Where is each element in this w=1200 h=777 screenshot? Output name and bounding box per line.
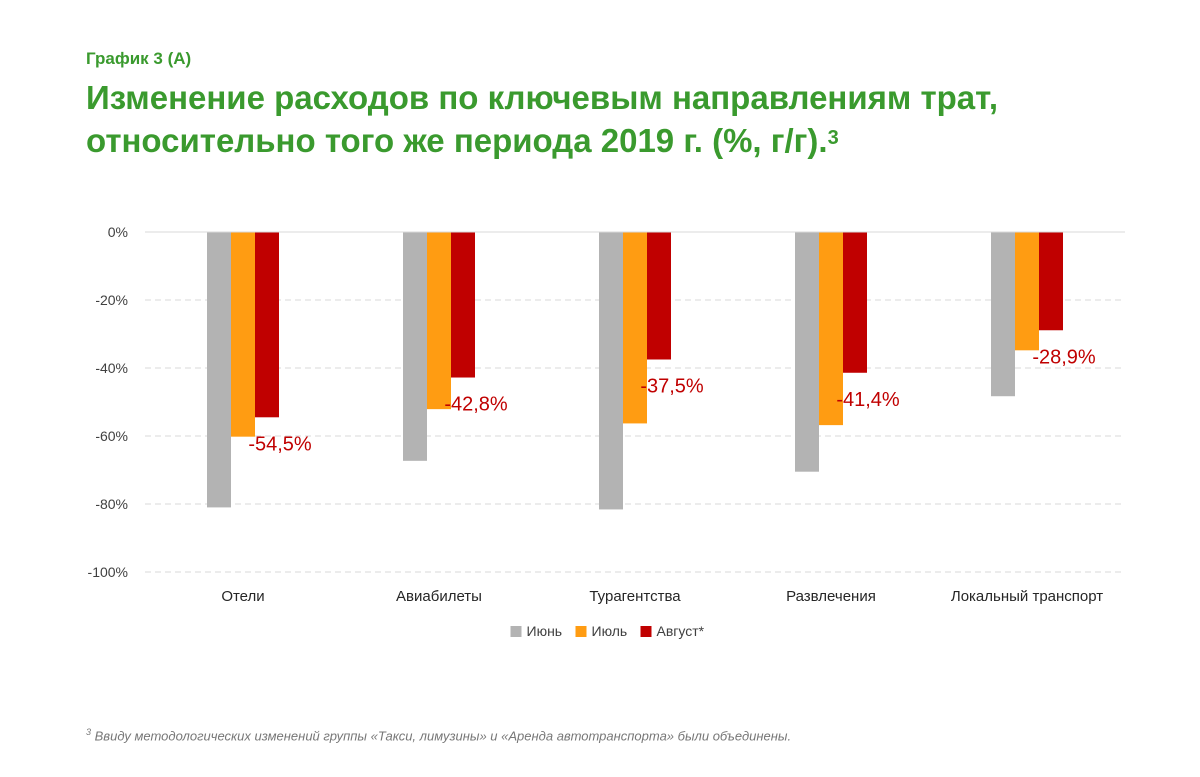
bar bbox=[795, 232, 819, 472]
bar bbox=[843, 232, 867, 373]
data-label: -41,4% bbox=[836, 389, 900, 411]
bar bbox=[451, 232, 475, 378]
y-tick-label: -80% bbox=[95, 496, 128, 512]
footnote-marker: 3 bbox=[86, 727, 92, 737]
y-tick-label: -40% bbox=[95, 360, 128, 376]
legend-swatch bbox=[640, 626, 652, 637]
bar bbox=[647, 232, 671, 360]
y-tick-label: -60% bbox=[95, 428, 128, 444]
y-tick-label: -100% bbox=[88, 564, 128, 580]
chart-title-line-2-text: относительно того же периода 2019 г. (%,… bbox=[86, 122, 828, 159]
x-tick-label: Турагентства bbox=[589, 588, 681, 605]
bar bbox=[991, 232, 1015, 397]
chart-eyebrow: График 3 (А) bbox=[86, 49, 192, 68]
x-tick-label: Локальный транспорт bbox=[951, 588, 1103, 605]
bar bbox=[819, 232, 843, 426]
bar bbox=[1039, 232, 1063, 331]
data-label: -37,5% bbox=[640, 376, 704, 398]
x-tick-label: Отели bbox=[221, 588, 264, 605]
x-tick-label: Авиабилеты bbox=[396, 588, 482, 605]
x-tick-label: Развлечения bbox=[786, 588, 876, 605]
bar bbox=[207, 232, 231, 508]
title-footnote-marker: 3 bbox=[827, 127, 839, 149]
footnote-text: Ввиду методологических изменений группы … bbox=[94, 728, 792, 744]
footnote: 3 Ввиду методологических изменений групп… bbox=[86, 727, 791, 743]
bar bbox=[231, 232, 255, 437]
y-tick-label: -20% bbox=[95, 292, 128, 308]
legend-label: Август* bbox=[657, 623, 705, 639]
bar bbox=[427, 232, 451, 410]
bar bbox=[623, 232, 647, 424]
legend-label: Июнь bbox=[527, 623, 563, 639]
legend-swatch bbox=[575, 626, 587, 637]
data-label: -54,5% bbox=[248, 433, 312, 455]
chart-title: Изменение расходов по ключевым направлен… bbox=[86, 76, 1086, 162]
bar bbox=[255, 232, 279, 418]
chart-title-line-2: относительно того же периода 2019 г. (%,… bbox=[86, 119, 1086, 162]
data-label: -28,9% bbox=[1032, 346, 1096, 368]
chart-title-line-1: Изменение расходов по ключевым направлен… bbox=[86, 79, 998, 116]
bar bbox=[403, 232, 427, 461]
legend-swatch bbox=[510, 626, 522, 637]
bar bbox=[599, 232, 623, 510]
y-tick-label: 0% bbox=[108, 224, 128, 240]
legend-label: Июль bbox=[592, 623, 628, 639]
bar bbox=[1015, 232, 1039, 351]
data-label: -42,8% bbox=[444, 394, 508, 416]
